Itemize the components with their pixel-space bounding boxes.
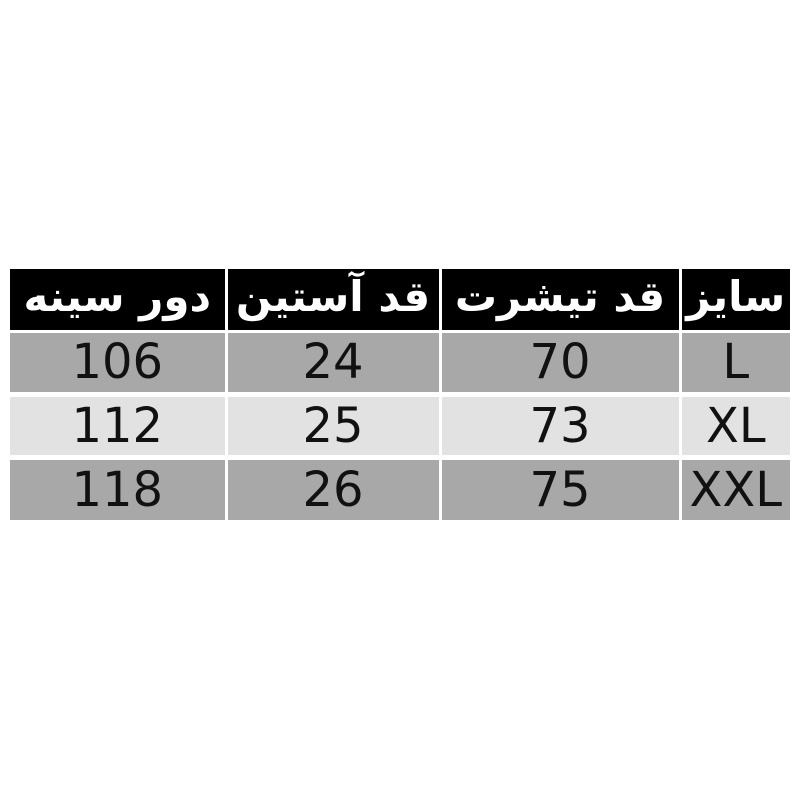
cell-tshirt-length: 73 [438,391,680,457]
column-header-size: سایز [678,269,790,333]
column-header-sleeve-length: قد آستین [224,269,440,333]
cell-size: L [678,331,790,394]
cell-sleeve-length: 26 [224,454,440,520]
table-row-size-xl: XL 73 25 112 [10,391,790,457]
header-row: سایز قد تیشرت قد آستین دور سینه [10,269,790,333]
size-chart-table: سایز قد تیشرت قد آستین دور سینه L 70 24 … [10,269,790,520]
column-header-tshirt-length: قد تیشرت [438,269,680,333]
cell-chest: 118 [10,454,226,520]
column-header-chest: دور سینه [10,269,226,333]
table-row-size-xxl: XXL 75 26 118 [10,454,790,520]
cell-tshirt-length: 70 [438,331,680,394]
table-row-size-l: L 70 24 106 [10,331,790,394]
cell-sleeve-length: 24 [224,331,440,394]
cell-size: XXL [678,454,790,520]
cell-size: XL [678,391,790,457]
cell-sleeve-length: 25 [224,391,440,457]
cell-chest: 106 [10,331,226,394]
cell-chest: 112 [10,391,226,457]
cell-tshirt-length: 75 [438,454,680,520]
